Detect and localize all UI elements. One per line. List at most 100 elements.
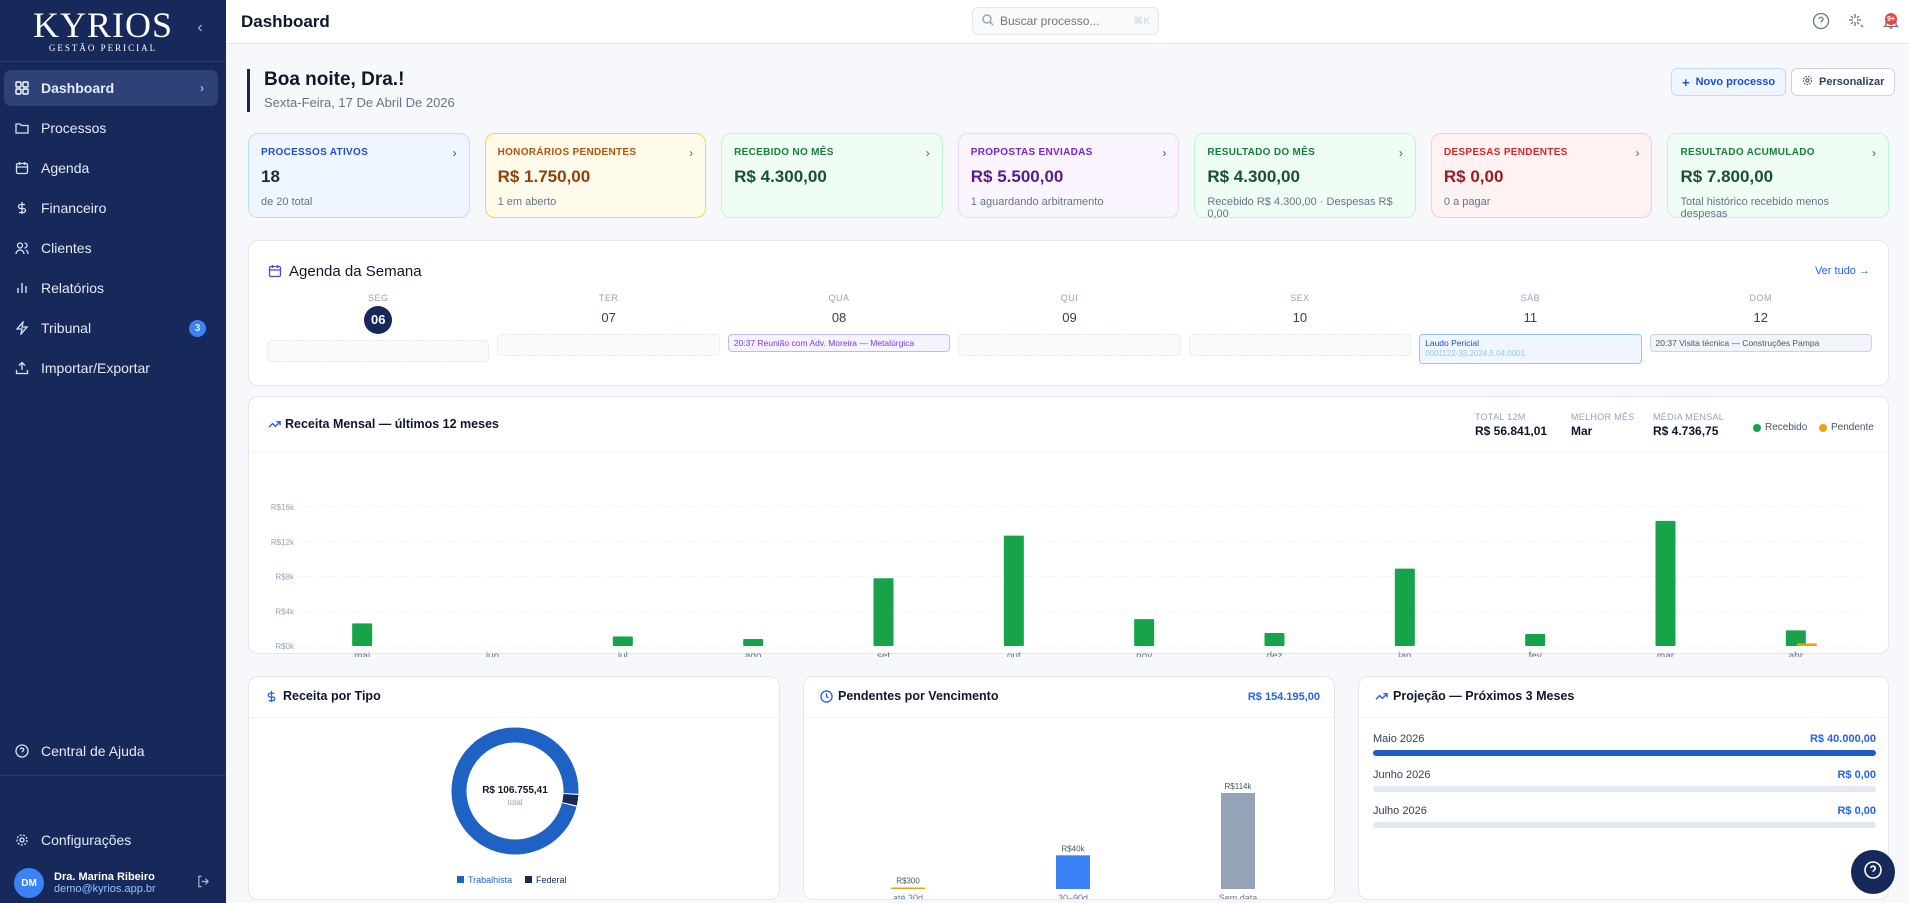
bar-value-label: R$40k	[1061, 844, 1085, 853]
notification-badge: 9+	[1885, 13, 1897, 25]
stat-value: R$ 4.736,75	[1653, 424, 1719, 438]
projection-value: R$ 0,00	[1837, 805, 1876, 817]
agenda-day: QUA 08 20:37 Reunião com Adv. Moreira — M…	[727, 293, 951, 364]
gear-icon	[1802, 75, 1813, 89]
day-name: SÁB	[1520, 293, 1541, 303]
card-title: Pendentes por Vencimento	[838, 689, 999, 703]
agenda-event[interactable]: Laudo Pericial 0001122-33.2024.5.04.0001	[1419, 334, 1642, 364]
day-name: QUI	[1060, 293, 1079, 303]
sidebar-item-processos[interactable]: Processos	[4, 110, 218, 146]
search-input[interactable]	[1000, 14, 1130, 28]
agenda-title: Agenda da Semana	[289, 263, 422, 280]
kpi-label: RECEBIDO NO MÊS	[734, 147, 834, 158]
kpi-card[interactable]: RESULTADO DO MÊS R$ 4.300,00 Recebido R$…	[1194, 133, 1416, 220]
chevron-right-icon: ›	[1872, 146, 1877, 160]
kpi-card[interactable]: RESULTADO ACUMULADO R$ 7.800,00 Total hi…	[1667, 133, 1890, 220]
stat-label: MELHOR MÊS	[1571, 412, 1635, 422]
sidebar-item-label: Agenda	[41, 160, 90, 176]
stat-value: Mar	[1571, 424, 1593, 438]
x-tick-label: até 30d	[893, 893, 923, 899]
sidebar-item-relatorios[interactable]: Relatórios	[4, 270, 218, 306]
donut-slice-federal[interactable]	[562, 793, 579, 806]
help-circle-icon[interactable]	[1812, 12, 1830, 30]
revenue-title: Receita Mensal — últimos 12 meses	[285, 417, 499, 431]
event-title: 20:37 Visita técnica — Construções Pampa	[1655, 338, 1820, 348]
kpi-value: R$ 0,00	[1443, 167, 1504, 186]
sidebar-item-label: Importar/Exportar	[41, 360, 150, 376]
bar-received[interactable]	[743, 639, 764, 646]
kpi-label: RESULTADO ACUMULADO	[1680, 147, 1815, 158]
empty-day-slot[interactable]	[1188, 334, 1412, 356]
bar-received[interactable]	[352, 623, 373, 646]
kpi-card[interactable]: HONORÁRIOS PENDENTES R$ 1.750,00 1 em ab…	[484, 133, 707, 218]
sidebar-item-importar-exportar[interactable]: Importar/Exportar	[4, 350, 218, 386]
sparkles-icon[interactable]	[1847, 12, 1865, 30]
legend-label: Federal	[536, 875, 567, 885]
sidebar-item-settings[interactable]: Configurações	[4, 822, 218, 858]
sidebar-item-label: Tribunal	[41, 320, 92, 336]
x-tick-label: out	[1007, 651, 1021, 657]
bar-received[interactable]	[1525, 633, 1546, 646]
bar-pending[interactable]	[1796, 643, 1817, 646]
legend-dot	[1753, 423, 1761, 432]
kpi-label: PROCESSOS ATIVOS	[261, 147, 369, 158]
agenda-day: SÁB 11 Laudo Pericial 0001122-33.2024.5.04…	[1419, 293, 1642, 364]
bar-chart-icon	[15, 281, 29, 295]
agenda-event[interactable]: 20:37 Visita técnica — Construções Pampa	[1649, 334, 1872, 352]
bar-received[interactable]	[1785, 630, 1806, 646]
kpi-card[interactable]: DESPESAS PENDENTES R$ 0,00 0 a pagar ›	[1430, 133, 1653, 218]
top-bar: Dashboard ⌘K	[226, 0, 1909, 44]
user-profile[interactable]: DM Dra. Marina Ribeiro demo@kyrios.app.b…	[14, 868, 214, 898]
day-number: 09	[1062, 310, 1077, 325]
bar-received[interactable]	[1003, 535, 1024, 646]
search-box[interactable]: ⌘K	[972, 7, 1159, 35]
bar-received[interactable]	[612, 636, 633, 646]
day-name: SEX	[1290, 293, 1310, 303]
x-tick-label: nov	[1136, 651, 1152, 657]
sidebar-item-agenda[interactable]: Agenda	[4, 150, 218, 186]
revenue-divider	[249, 452, 1888, 453]
user-info: Dra. Marina Ribeiro demo@kyrios.app.br	[54, 871, 156, 895]
legend-label: Trabalhista	[468, 875, 512, 885]
collapse-sidebar-icon[interactable]: ‹	[197, 19, 203, 36]
empty-day-slot[interactable]	[958, 334, 1181, 356]
brand-logo[interactable]: KYRIOS GESTÃO PERICIAL	[0, 0, 226, 62]
sidebar-item-dashboard[interactable]: Dashboard ›	[4, 70, 218, 106]
bar-received[interactable]	[1264, 632, 1285, 646]
kpi-card[interactable]: RECEBIDO NO MÊS R$ 4.300,00 ›	[721, 133, 943, 218]
pending-bar[interactable]	[891, 887, 925, 890]
card-title: Receita por Tipo	[283, 689, 381, 703]
search-shortcut-hint: ⌘K	[1133, 15, 1150, 27]
empty-day-slot[interactable]	[497, 334, 720, 356]
trending-up-icon	[1375, 690, 1388, 703]
legend-received: Recebido	[1753, 422, 1807, 433]
agenda-event[interactable]: 20:37 Reunião com Adv. Moreira — Metalúr…	[727, 334, 951, 352]
sidebar-item-label: Processos	[41, 120, 107, 136]
agenda-day: TER 07	[497, 293, 720, 364]
sidebar-item-clientes[interactable]: Clientes	[4, 230, 218, 266]
donut-slice-trabalhista[interactable]	[451, 727, 579, 855]
logout-icon[interactable]	[197, 875, 210, 891]
pending-bar[interactable]	[1056, 855, 1090, 889]
sidebar-item-financeiro[interactable]: Financeiro	[4, 190, 218, 226]
pending-bar[interactable]	[1221, 793, 1255, 889]
sidebar-item-help-center[interactable]: Central de Ajuda	[4, 733, 218, 769]
new-process-button[interactable]: + Novo processo	[1671, 68, 1787, 96]
page-title: Dashboard	[241, 12, 330, 31]
revenue-bar-chart: R$0k R$4k R$8k R$12k R$16k mai jun jul ago set out…	[271, 503, 1861, 657]
kpi-card[interactable]: PROCESSOS ATIVOS 18 de 20 total ›	[248, 133, 470, 218]
kpi-card[interactable]: PROPOSTAS ENVIADAS R$ 5.500,00 1 aguarda…	[957, 133, 1180, 218]
plus-icon: +	[1682, 74, 1690, 90]
bar-received[interactable]	[1655, 520, 1676, 646]
event-title: Laudo Pericial	[1425, 338, 1479, 348]
bar-received[interactable]	[873, 578, 894, 646]
bar-received[interactable]	[1394, 568, 1415, 646]
help-fab-button[interactable]	[1851, 850, 1895, 894]
sidebar-item-tribunal[interactable]: Tribunal 3	[4, 310, 218, 346]
trending-up-icon	[268, 418, 281, 431]
see-all-link[interactable]: Ver tudo →	[1814, 265, 1870, 277]
bar-received[interactable]	[1134, 619, 1155, 646]
empty-day-slot[interactable]	[267, 340, 490, 362]
grid-icon	[15, 81, 29, 95]
customize-button[interactable]: Personalizar	[1791, 68, 1896, 96]
